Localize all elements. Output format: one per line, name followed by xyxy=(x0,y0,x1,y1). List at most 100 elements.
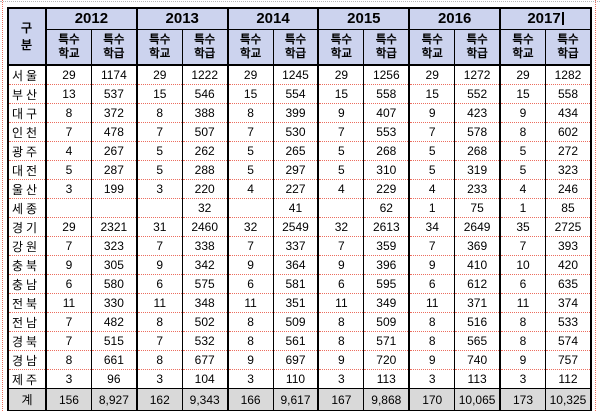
subheader-school[interactable]: 특수학교 xyxy=(135,29,183,66)
subheader-school[interactable]: 특수학교 xyxy=(226,29,274,66)
value-cell[interactable]: 173 xyxy=(499,388,546,411)
value-cell[interactable]: 10 xyxy=(499,255,546,275)
value-cell[interactable]: 5 xyxy=(44,160,92,180)
value-cell[interactable]: 3 xyxy=(499,369,546,389)
region-label[interactable]: 서울 xyxy=(7,64,47,85)
value-cell[interactable]: 11 xyxy=(135,293,183,313)
value-cell[interactable]: 561 xyxy=(272,331,319,351)
value-cell[interactable]: 8 xyxy=(408,331,456,351)
value-cell[interactable]: 533 xyxy=(544,312,592,332)
value-cell[interactable]: 532 xyxy=(181,331,229,351)
year-header-2015[interactable]: 2015 xyxy=(317,7,410,30)
value-cell[interactable]: 272 xyxy=(544,141,592,161)
value-cell[interactable]: 246 xyxy=(544,179,592,199)
value-cell[interactable]: 7 xyxy=(226,236,274,256)
value-cell[interactable]: 372 xyxy=(90,103,138,123)
value-cell[interactable] xyxy=(44,198,92,218)
value-cell[interactable]: 558 xyxy=(363,84,410,104)
region-label[interactable]: 울산 xyxy=(7,179,47,199)
value-cell[interactable]: 9 xyxy=(408,255,456,275)
value-cell[interactable]: 9 xyxy=(44,255,92,275)
value-cell[interactable]: 8 xyxy=(226,103,274,123)
value-cell[interactable]: 8 xyxy=(408,312,456,332)
value-cell[interactable]: 113 xyxy=(454,369,501,389)
value-cell[interactable]: 8,927 xyxy=(90,388,138,411)
value-cell[interactable]: 565 xyxy=(454,331,501,351)
value-cell[interactable]: 227 xyxy=(272,179,319,199)
value-cell[interactable]: 7 xyxy=(408,236,456,256)
value-cell[interactable]: 612 xyxy=(454,274,501,294)
value-cell[interactable]: 4 xyxy=(408,179,456,199)
value-cell[interactable]: 7 xyxy=(226,122,274,142)
year-header-2014[interactable]: 2014 xyxy=(226,7,319,30)
value-cell[interactable]: 388 xyxy=(181,103,229,123)
value-cell[interactable]: 9 xyxy=(499,350,546,370)
value-cell[interactable]: 9 xyxy=(317,255,365,275)
value-cell[interactable]: 7 xyxy=(135,122,183,142)
value-cell[interactable]: 410 xyxy=(454,255,501,275)
value-cell[interactable]: 516 xyxy=(454,312,501,332)
value-cell[interactable]: 4 xyxy=(317,179,365,199)
value-cell[interactable]: 167 xyxy=(317,388,365,411)
value-cell[interactable]: 337 xyxy=(272,236,319,256)
value-cell[interactable] xyxy=(135,198,183,218)
value-cell[interactable]: 229 xyxy=(363,179,410,199)
value-cell[interactable]: 3 xyxy=(44,179,92,199)
subheader-school[interactable]: 특수학교 xyxy=(499,29,546,66)
value-cell[interactable]: 8 xyxy=(44,103,92,123)
value-cell[interactable]: 580 xyxy=(90,274,138,294)
subheader-class[interactable]: 특수학급 xyxy=(181,29,229,66)
value-cell[interactable]: 338 xyxy=(181,236,229,256)
value-cell[interactable]: 15 xyxy=(317,84,365,104)
value-cell[interactable]: 393 xyxy=(544,236,592,256)
value-cell[interactable]: 11 xyxy=(317,293,365,313)
value-cell[interactable]: 552 xyxy=(454,84,501,104)
value-cell[interactable]: 29 xyxy=(317,64,365,85)
value-cell[interactable]: 5 xyxy=(408,160,456,180)
value-cell[interactable]: 3 xyxy=(317,369,365,389)
value-cell[interactable]: 220 xyxy=(181,179,229,199)
value-cell[interactable]: 581 xyxy=(272,274,319,294)
year-header-2017[interactable]: 2017 xyxy=(499,7,592,30)
region-label[interactable]: 인천 xyxy=(7,122,47,142)
value-cell[interactable]: 6 xyxy=(408,274,456,294)
value-cell[interactable]: 1282 xyxy=(544,64,592,85)
subheader-class[interactable]: 특수학급 xyxy=(90,29,138,66)
value-cell[interactable]: 11 xyxy=(408,293,456,313)
value-cell[interactable]: 8 xyxy=(135,312,183,332)
value-cell[interactable]: 5 xyxy=(499,160,546,180)
value-cell[interactable]: 3 xyxy=(135,179,183,199)
value-cell[interactable]: 104 xyxy=(181,369,229,389)
value-cell[interactable]: 268 xyxy=(454,141,501,161)
value-cell[interactable]: 374 xyxy=(544,293,592,313)
region-label[interactable]: 제주 xyxy=(7,369,47,389)
value-cell[interactable]: 323 xyxy=(544,160,592,180)
value-cell[interactable]: 5 xyxy=(408,141,456,161)
value-cell[interactable]: 75 xyxy=(454,198,501,218)
value-cell[interactable]: 166 xyxy=(226,388,274,411)
value-cell[interactable]: 677 xyxy=(181,350,229,370)
value-cell[interactable]: 478 xyxy=(90,122,138,142)
value-cell[interactable]: 2321 xyxy=(90,217,138,237)
value-cell[interactable]: 7 xyxy=(44,331,92,351)
value-cell[interactable]: 434 xyxy=(544,103,592,123)
year-header-2016[interactable]: 2016 xyxy=(408,7,501,30)
value-cell[interactable]: 113 xyxy=(363,369,410,389)
value-cell[interactable]: 399 xyxy=(272,103,319,123)
value-cell[interactable]: 509 xyxy=(272,312,319,332)
value-cell[interactable]: 5 xyxy=(317,160,365,180)
value-cell[interactable]: 11 xyxy=(499,293,546,313)
value-cell[interactable]: 7 xyxy=(44,236,92,256)
value-cell[interactable]: 310 xyxy=(363,160,410,180)
subheader-class[interactable]: 특수학급 xyxy=(454,29,501,66)
value-cell[interactable]: 162 xyxy=(135,388,183,411)
value-cell[interactable]: 10,325 xyxy=(544,388,592,411)
value-cell[interactable]: 9 xyxy=(408,103,456,123)
value-cell[interactable]: 1 xyxy=(408,198,456,218)
value-cell[interactable]: 6 xyxy=(44,274,92,294)
value-cell[interactable]: 323 xyxy=(90,236,138,256)
value-cell[interactable]: 7 xyxy=(317,236,365,256)
value-cell[interactable]: 110 xyxy=(272,369,319,389)
value-cell[interactable]: 515 xyxy=(90,331,138,351)
value-cell[interactable]: 740 xyxy=(454,350,501,370)
